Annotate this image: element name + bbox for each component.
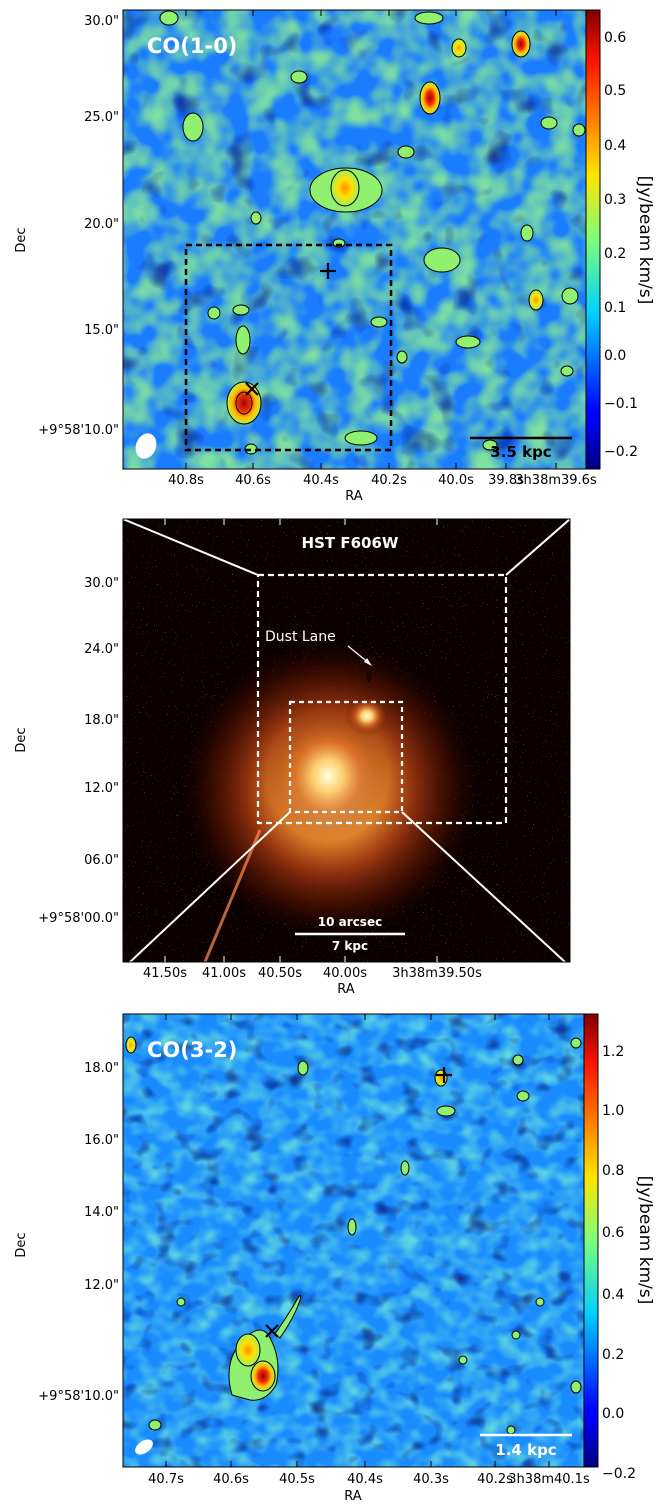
co10-beam [135, 433, 157, 459]
hst-title: HST F606W [302, 534, 399, 552]
x-tick-label: 40.2s [371, 473, 407, 488]
y-tick-label: 25.0" [84, 110, 119, 125]
y-tick-label: 18.0" [84, 1061, 119, 1076]
y-tick-label: 12.0" [84, 1278, 119, 1293]
hst-axes-ticks: 41.50s 41.00s 40.50s 40.00s 3h38m39.50s 30.0"… [38, 519, 482, 981]
hst-inner-box [288, 700, 404, 814]
x-tick-label: 40.8s [168, 473, 204, 488]
co32-xlabel: RA [344, 1489, 362, 1504]
co32-contours [125, 1036, 582, 1435]
x-tick-label: 40.5s [279, 1472, 315, 1487]
y-tick-label: 30.0" [84, 14, 119, 29]
hst-xlabel: RA [337, 982, 355, 997]
hst-scalebar-top: 10 arcsec [318, 915, 382, 929]
x-tick-label: 40.50s [258, 966, 302, 981]
colorbar-tick-label: 0.4 [602, 1287, 624, 1303]
colorbar-tick-label: 0.6 [602, 1225, 624, 1241]
x-tick-label: 40.4s [303, 473, 339, 488]
co32-axes-ticks: 40.7s 40.6s 40.5s 40.4s 40.3s 40.2s3h38m40.1s… [38, 1014, 636, 1487]
y-tick-label: 30.0" [84, 576, 119, 591]
co10-markers [245, 263, 336, 396]
colorbar-tick-label: 0.2 [602, 1347, 624, 1363]
y-tick-label: 24.0" [84, 642, 119, 657]
x-tick-label: 40.6s [235, 473, 271, 488]
x-tick-label: 40.3s [413, 1472, 449, 1487]
x-tick-label: 40.4s [347, 1472, 383, 1487]
y-tick-label: +9°58'00.0" [38, 911, 119, 926]
x-tick-label: 41.50s [143, 966, 187, 981]
cross-marker [245, 382, 259, 396]
x-tick-label: 41.00s [202, 966, 246, 981]
hst-ylabel: Dec [14, 727, 29, 752]
co10-ylabel: Dec [14, 227, 29, 252]
y-tick-label: 06.0" [84, 853, 119, 868]
co10-contours [159, 10, 586, 455]
y-tick-label: 12.0" [84, 781, 119, 796]
hst-image [123, 519, 570, 962]
companion-galaxy [345, 696, 389, 736]
co32-beam [135, 1439, 153, 1455]
co32-markers [265, 1067, 452, 1338]
dust-lane-label: Dust Lane [265, 629, 336, 645]
co32-ylabel: Dec [14, 1232, 29, 1257]
zoom-lines [123, 519, 570, 962]
y-tick-label: 18.0" [84, 713, 119, 728]
x-tick-label: 3h38m39.6s [515, 473, 597, 488]
panel-co10: CO(1-0) 3.5 kpc [Jy/beam km/s] 40.8s 40.6… [14, 9, 655, 504]
colorbar-tick-label: 1.0 [602, 1103, 624, 1119]
co10-colorbar-label: [Jy/beam km/s] [635, 176, 655, 305]
co10-axes-ticks: 40.8s 40.6s 40.4s 40.2s 40.0s 39.8s3h38m39.6s… [38, 10, 638, 488]
colorbar-tick-label: 0.3 [604, 192, 626, 208]
y-tick-label: 14.0" [84, 1205, 119, 1220]
co32-map [123, 1014, 584, 1467]
dust-lane-feature [366, 670, 372, 682]
colorbar-tick-label: 0.2 [604, 246, 626, 262]
colorbar-tick-label: 0.1 [604, 300, 626, 316]
colorbar-tick-label: 0.8 [602, 1163, 624, 1179]
x-tick-label: 3h38m40.1s [508, 1472, 590, 1487]
x-tick-label: 40.0s [438, 473, 474, 488]
cross-marker [265, 1324, 279, 1338]
y-tick-label: +9°58'10.0" [38, 1389, 119, 1404]
panel-hst: HST F606W Dust Lane 10 arcsec 7 kpc 41.5… [14, 518, 571, 997]
co10-xlabel: RA [345, 489, 363, 504]
co10-scalebar-label: 3.5 kpc [490, 443, 551, 461]
co10-colorbar [585, 9, 601, 470]
y-tick-label: +9°58'10.0" [38, 423, 119, 438]
colorbar-tick-label: 0.6 [604, 30, 626, 46]
hst-outer-box [256, 573, 508, 825]
colorbar-tick-label: −0.2 [602, 1466, 636, 1482]
y-tick-label: 16.0" [84, 1133, 119, 1148]
x-tick-label: 40.2s [477, 1472, 513, 1487]
hst-scalebar-bottom: 7 kpc [332, 939, 368, 953]
co32-scalebar-label: 1.4 kpc [495, 1441, 556, 1459]
colorbar-tick-label: 1.2 [602, 1044, 624, 1060]
x-tick-label: 40.6s [213, 1472, 249, 1487]
y-tick-label: 15.0" [84, 323, 119, 338]
colorbar-tick-label: 0.0 [604, 348, 626, 364]
diffraction-streak [203, 829, 262, 962]
x-tick-label: 40.7s [148, 1472, 184, 1487]
x-tick-label: 3h38m39.50s [392, 966, 482, 981]
colorbar-tick-label: 0.5 [604, 83, 626, 99]
colorbar-tick-label: 0.4 [604, 138, 626, 154]
co32-colorbar-label: [Jy/beam km/s] [635, 1176, 655, 1305]
y-tick-label: 20.0" [84, 217, 119, 232]
colorbar-tick-label: 0.0 [602, 1406, 624, 1422]
colorbar-tick-label: −0.1 [604, 396, 638, 412]
panel-co32: CO(3-2) 1.4 kpc [Jy/beam km/s] 40.7s 40.6… [14, 1013, 655, 1504]
co10-title: CO(1-0) [147, 34, 237, 58]
x-tick-label: 39.8s [488, 473, 524, 488]
co10-map [123, 10, 586, 469]
x-tick-label: 40.00s [323, 966, 367, 981]
galaxy-core [268, 711, 388, 841]
colorbar-tick-label: −0.2 [604, 444, 638, 460]
co32-title: CO(3-2) [147, 1038, 237, 1062]
co10-inset-box [184, 243, 393, 452]
co32-colorbar [583, 1013, 599, 1468]
